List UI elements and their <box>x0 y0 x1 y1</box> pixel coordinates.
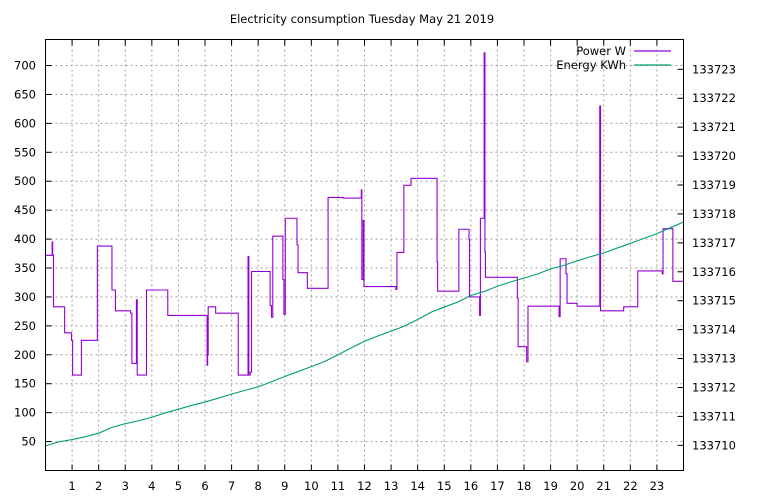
y-right-tick-label: 133723 <box>692 62 736 76</box>
y-left-tick-label: 350 <box>14 261 36 275</box>
x-tick-label: 14 <box>410 479 425 493</box>
y-left-tick-label: 250 <box>14 319 36 333</box>
y-left-tick-label: 50 <box>21 435 36 449</box>
x-tick-label: 6 <box>201 479 208 493</box>
legend: Power W Energy KWh <box>556 44 671 72</box>
x-tick-label: 15 <box>437 479 452 493</box>
y-right-tick-label: 133710 <box>692 438 736 452</box>
y-right-tick-label: 133715 <box>692 294 736 308</box>
y-left-tick-label: 500 <box>14 174 36 188</box>
x-tick-label: 12 <box>357 479 372 493</box>
plot-frame <box>45 39 684 471</box>
y-right-tick-label: 133713 <box>692 352 736 366</box>
x-tick-label: 7 <box>228 479 235 493</box>
x-tick-label: 22 <box>623 479 638 493</box>
y-right-tick-label: 133712 <box>692 380 736 394</box>
x-tick-label: 19 <box>543 479 558 493</box>
y-left-tick-label: 100 <box>14 406 36 420</box>
x-tick-label: 11 <box>331 479 346 493</box>
y-left-tick-label: 450 <box>14 203 36 217</box>
x-tick-label: 8 <box>255 479 262 493</box>
y-right-tick-label: 133721 <box>692 120 736 134</box>
y-right-tick-label: 133711 <box>692 409 736 423</box>
y-left-tick-label: 150 <box>14 377 36 391</box>
x-tick-label: 16 <box>464 479 479 493</box>
x-tick-label: 3 <box>122 479 129 493</box>
x-tick-label: 23 <box>650 479 665 493</box>
legend-label-power: Power W <box>576 44 626 58</box>
y-right-tick-label: 133719 <box>692 178 736 192</box>
x-tick-label: 1 <box>68 479 75 493</box>
y-left-tick-label: 550 <box>14 145 36 159</box>
y-right-tick-label: 133720 <box>692 149 736 163</box>
x-tick-label: 20 <box>570 479 585 493</box>
y-left-tick-label: 700 <box>14 59 36 73</box>
y-left-tick-label: 300 <box>14 290 36 304</box>
y-right-tick-label: 133714 <box>692 323 736 337</box>
y-left-tick-label: 600 <box>14 116 36 130</box>
y-right-tick-label: 133722 <box>692 91 736 105</box>
y-left-tick-label: 200 <box>14 348 36 362</box>
x-tick-label: 9 <box>281 479 288 493</box>
x-tick-label: 5 <box>175 479 182 493</box>
x-tick-label: 21 <box>596 479 611 493</box>
x-tick-label: 10 <box>304 479 319 493</box>
series-power-line <box>45 52 684 376</box>
x-tick-label: 2 <box>95 479 102 493</box>
y-right-tick-label: 133718 <box>692 207 736 221</box>
y-right-tick-label: 133716 <box>692 265 736 279</box>
chart-title: Electricity consumption Tuesday May 21 2… <box>230 12 494 26</box>
x-tick-label: 4 <box>148 479 155 493</box>
y-left-tick-label: 650 <box>14 87 36 101</box>
y-right-tick-label: 133717 <box>692 236 736 250</box>
y-left-tick-label: 400 <box>14 232 36 246</box>
x-tick-label: 13 <box>384 479 399 493</box>
x-tick-label: 18 <box>517 479 532 493</box>
series-energy-line <box>45 221 684 447</box>
x-tick-label: 17 <box>490 479 505 493</box>
legend-label-energy: Energy KWh <box>556 58 626 72</box>
